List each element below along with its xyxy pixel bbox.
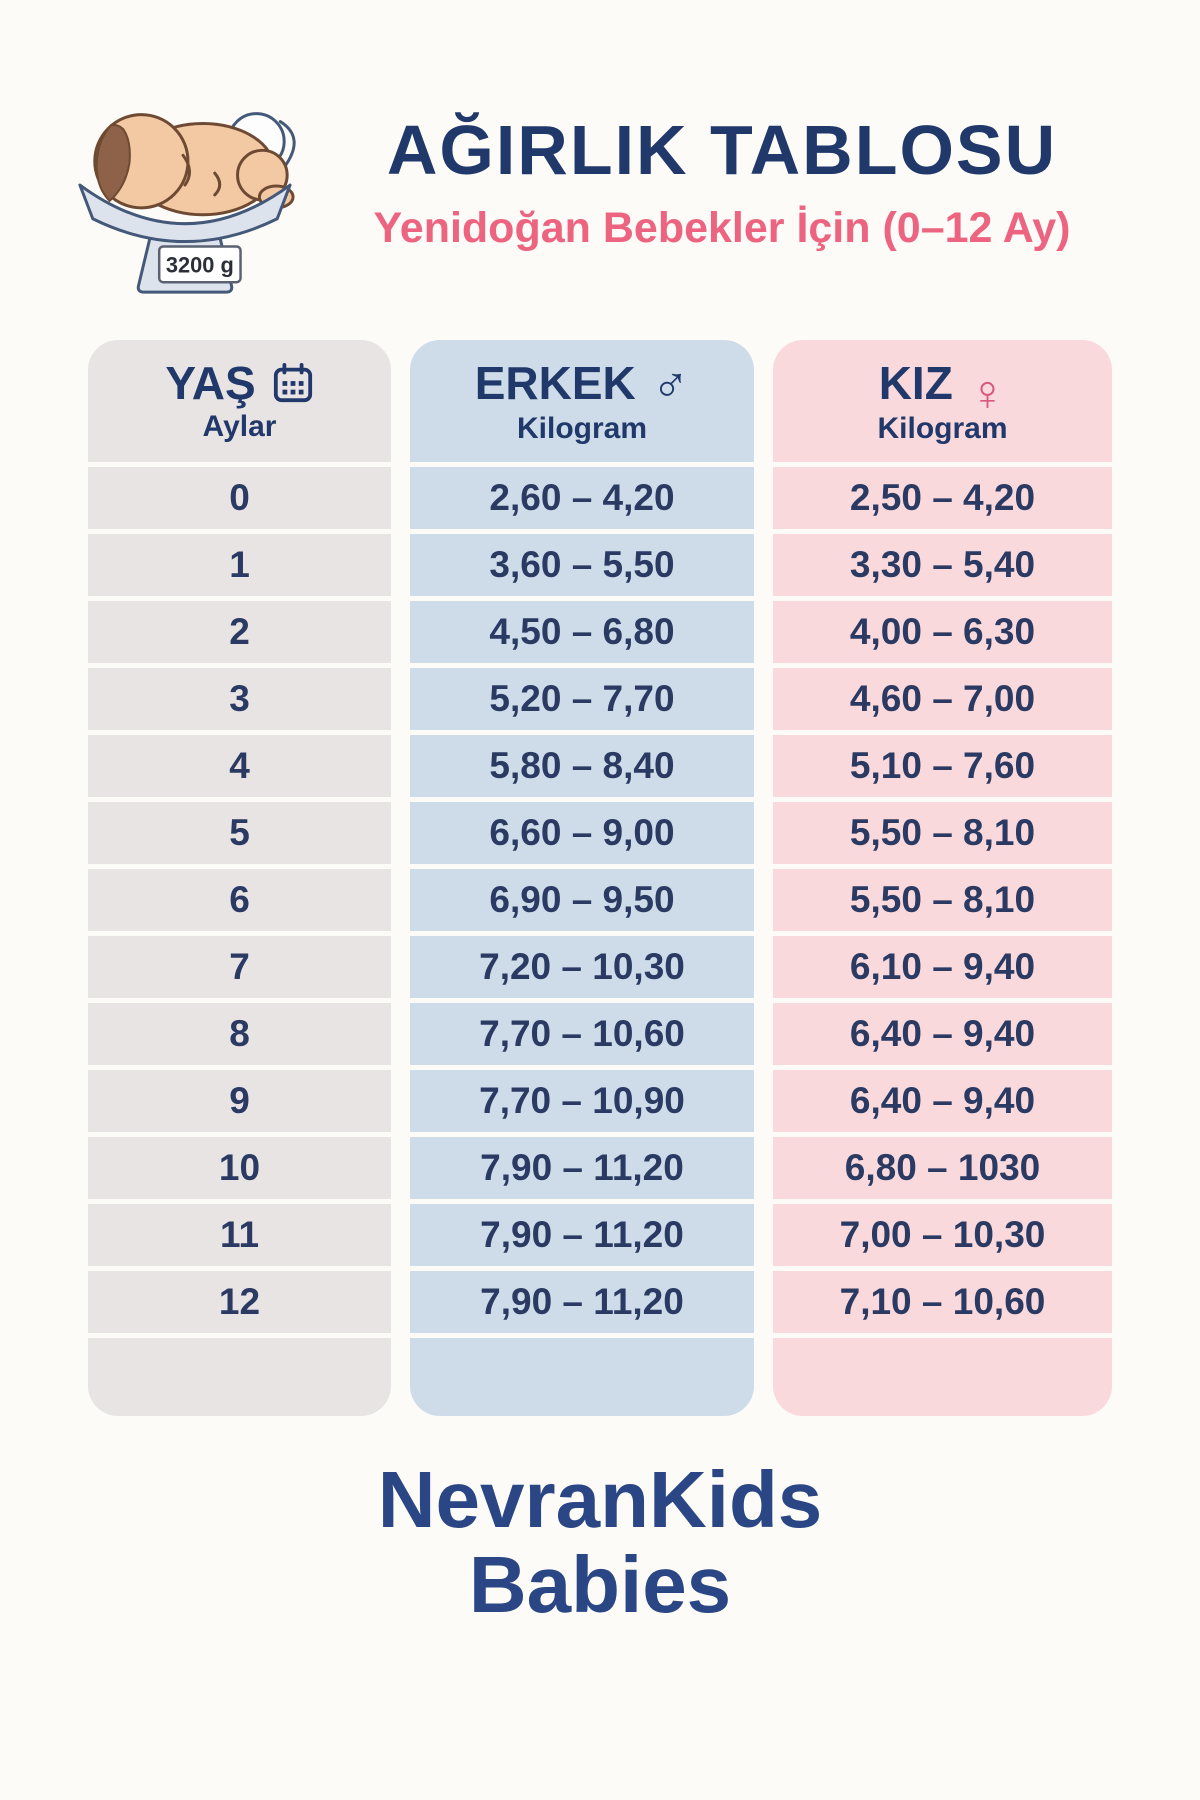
table-cell-kiz: 6,10 – 9,40 xyxy=(773,936,1112,998)
brand-logo-line1: NevranKids xyxy=(377,1455,823,1544)
table-cell-age: 3 xyxy=(88,668,391,730)
table-cell-kiz: 6,40 – 9,40 xyxy=(773,1003,1112,1065)
table-cell-erkek: 5,80 – 8,40 xyxy=(410,735,754,797)
table-cell-age: 10 xyxy=(88,1137,391,1199)
column-girl-cells: 2,50 – 4,20 3,30 – 5,40 4,00 – 6,30 4,60 – … xyxy=(773,467,1112,1333)
table-cell-age: 7 xyxy=(88,936,391,998)
table-cell-erkek: 6,90 – 9,50 xyxy=(410,869,754,931)
column-boy-label: ERKEK xyxy=(474,357,636,409)
table-cell-kiz: 5,10 – 7,60 xyxy=(773,735,1112,797)
table-cell-kiz: 5,50 – 8,10 xyxy=(773,802,1112,864)
table-cell-erkek: 7,70 – 10,90 xyxy=(410,1070,754,1132)
column-girl: KIZ ♀ Kilogram 2,50 – 4,20 3,30 – 5,40 4,0… xyxy=(773,340,1112,1416)
table-cell-erkek: 5,20 – 7,70 xyxy=(410,668,754,730)
table-cell-erkek: 3,60 – 5,50 xyxy=(410,534,754,596)
male-icon: ♂ xyxy=(651,355,690,411)
table-cell-age: 8 xyxy=(88,1003,391,1065)
female-icon: ♀ xyxy=(968,365,1007,421)
calendar-icon xyxy=(273,362,312,403)
weight-table: YAŞ Aylar 0 1 2 3 4 5 6 7 8 9 10 11 12 xyxy=(0,300,1200,1416)
table-cell-kiz: 6,40 – 9,40 xyxy=(773,1070,1112,1132)
poster-header: 3200 g AĞIRLIK TABLOSU Yenidoğan Bebekle… xyxy=(0,0,1200,300)
column-girl-label: KIZ xyxy=(878,357,953,409)
column-age-cells: 0 1 2 3 4 5 6 7 8 9 10 11 12 xyxy=(88,467,391,1333)
column-boy: ERKEK ♂ Kilogram 2,60 – 4,20 3,60 – 5,50 4… xyxy=(410,340,754,1416)
table-cell-erkek: 7,90 – 11,20 xyxy=(410,1271,754,1333)
column-age-sublabel: Aylar xyxy=(202,410,277,443)
table-cell-erkek: 4,50 – 6,80 xyxy=(410,601,754,663)
table-empty-row xyxy=(773,1338,1112,1416)
table-cell-age: 12 xyxy=(88,1271,391,1333)
baby-on-scale-illustration: 3200 g xyxy=(78,112,296,294)
table-cell-age: 1 xyxy=(88,534,391,596)
table-cell-kiz: 2,50 – 4,20 xyxy=(773,467,1112,529)
column-boy-header: ERKEK ♂ Kilogram xyxy=(410,340,754,462)
table-cell-erkek: 2,60 – 4,20 xyxy=(410,467,754,529)
table-empty-row xyxy=(88,1338,391,1416)
table-cell-kiz: 4,00 – 6,30 xyxy=(773,601,1112,663)
column-girl-header: KIZ ♀ Kilogram xyxy=(773,340,1112,462)
column-age: YAŞ Aylar 0 1 2 3 4 5 6 7 8 9 10 11 12 xyxy=(88,340,391,1416)
table-cell-age: 5 xyxy=(88,802,391,864)
page-subtitle: Yenidoğan Bebekler İçin (0–12 Ay) xyxy=(373,203,1071,252)
page-title: AĞIRLIK TABLOSU xyxy=(386,110,1058,189)
table-empty-row xyxy=(410,1338,754,1416)
table-cell-age: 4 xyxy=(88,735,391,797)
table-cell-kiz: 7,10 – 10,60 xyxy=(773,1271,1112,1333)
baby-hair xyxy=(95,124,131,203)
brand-logo: NevranKids Babies xyxy=(0,1455,1200,1629)
table-cell-erkek: 7,90 – 11,20 xyxy=(410,1204,754,1266)
table-cell-age: 2 xyxy=(88,601,391,663)
table-cell-erkek: 6,60 – 9,00 xyxy=(410,802,754,864)
table-cell-age: 11 xyxy=(88,1204,391,1266)
scale-display-value: 3200 g xyxy=(166,252,234,277)
column-age-header: YAŞ Aylar xyxy=(88,340,391,462)
table-cell-erkek: 7,70 – 10,60 xyxy=(410,1003,754,1065)
table-cell-kiz: 6,80 – 1030 xyxy=(773,1137,1112,1199)
column-boy-sublabel: Kilogram xyxy=(516,412,648,445)
scale-display xyxy=(157,245,242,284)
table-cell-age: 0 xyxy=(88,467,391,529)
table-cell-kiz: 7,00 – 10,30 xyxy=(773,1204,1112,1266)
scale-dish xyxy=(78,183,292,243)
table-cell-age: 6 xyxy=(88,869,391,931)
brand-logo-line2: Babies xyxy=(468,1539,732,1629)
table-cell-kiz: 3,30 – 5,40 xyxy=(773,534,1112,596)
column-girl-sublabel: Kilogram xyxy=(877,412,1008,445)
table-cell-kiz: 5,50 – 8,10 xyxy=(773,869,1112,931)
column-age-label: YAŞ xyxy=(165,357,256,409)
table-cell-erkek: 7,90 – 11,20 xyxy=(410,1137,754,1199)
title-block: AĞIRLIK TABLOSU Yenidoğan Bebekler İçin … xyxy=(304,110,1150,253)
column-boy-cells: 2,60 – 4,20 3,60 – 5,50 4,50 – 6,80 5,20 – … xyxy=(410,467,754,1333)
table-cell-kiz: 4,60 – 7,00 xyxy=(773,668,1112,730)
table-cell-age: 9 xyxy=(88,1070,391,1132)
table-cell-erkek: 7,20 – 10,30 xyxy=(410,936,754,998)
